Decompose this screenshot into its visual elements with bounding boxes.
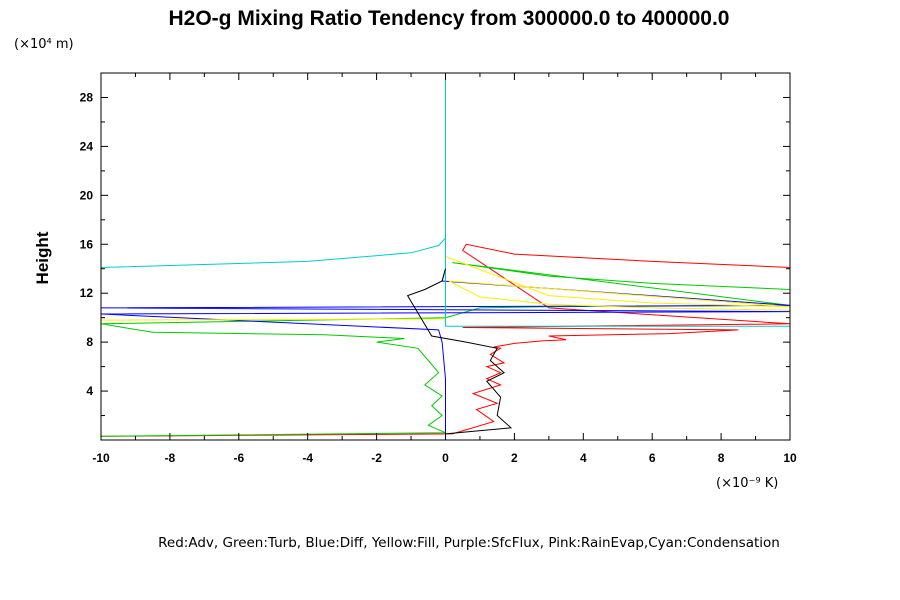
x-tick-label: 8 bbox=[718, 451, 725, 465]
series-line-4 bbox=[101, 73, 790, 327]
chart-title: H2O-g Mixing Ratio Tendency from 300000.… bbox=[169, 7, 730, 30]
y-tick-label: 8 bbox=[86, 335, 93, 349]
y-axis-label: Height bbox=[33, 231, 52, 284]
x-tick-label: 10 bbox=[783, 451, 797, 465]
x-tick-label: -6 bbox=[233, 451, 244, 465]
series-line-5 bbox=[406, 268, 513, 435]
y-tick-label: 28 bbox=[80, 90, 94, 104]
x-tick-label: 0 bbox=[442, 451, 449, 465]
x-unit-label: (×10⁻⁹ K) bbox=[716, 476, 778, 491]
series-line-1 bbox=[101, 262, 790, 437]
x-tick-label: 2 bbox=[511, 451, 518, 465]
x-tick-label: -8 bbox=[165, 451, 176, 465]
x-tick-label: -10 bbox=[92, 451, 110, 465]
y-tick-label: 20 bbox=[80, 188, 94, 202]
x-tick-label: -4 bbox=[302, 451, 313, 465]
y-tick-label: 4 bbox=[86, 384, 93, 398]
series-layer bbox=[101, 73, 790, 440]
series-group bbox=[101, 73, 790, 440]
x-tick-label: 4 bbox=[580, 451, 587, 465]
y-unit-label: (×10⁴ m) bbox=[14, 37, 74, 52]
x-tick-label: -2 bbox=[371, 451, 382, 465]
y-tick-label: 16 bbox=[80, 237, 94, 251]
y-tick-label: 24 bbox=[80, 139, 94, 153]
legend-text: Red:Adv, Green:Turb, Blue:Diff, Yellow:F… bbox=[158, 535, 780, 551]
y-tick-label: 12 bbox=[80, 286, 94, 300]
x-tick-label: 6 bbox=[649, 451, 656, 465]
